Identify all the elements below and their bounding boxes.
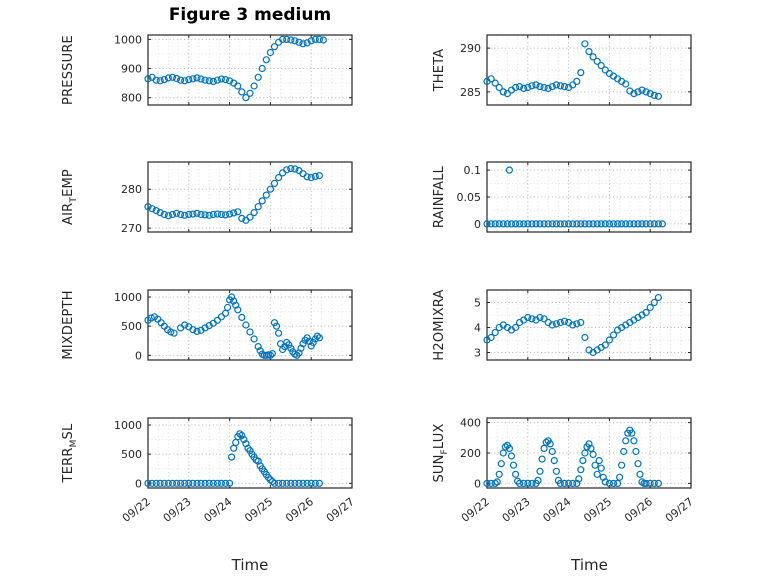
svg-text:0: 0 bbox=[135, 477, 142, 490]
svg-text:4: 4 bbox=[474, 322, 481, 335]
svg-text:09/22: 09/22 bbox=[120, 495, 153, 525]
svg-text:09/27: 09/27 bbox=[324, 495, 357, 525]
svg-text:280: 280 bbox=[121, 183, 142, 196]
svg-text:285: 285 bbox=[460, 86, 481, 99]
svg-text:200: 200 bbox=[460, 447, 481, 460]
xlabel-time-right: Time bbox=[571, 556, 608, 574]
svg-text:3: 3 bbox=[474, 347, 481, 360]
svg-text:09/26: 09/26 bbox=[283, 495, 316, 525]
svg-text:400: 400 bbox=[460, 417, 481, 430]
svg-text:09/24: 09/24 bbox=[201, 495, 234, 525]
svg-text:290: 290 bbox=[460, 42, 481, 55]
svg-text:800: 800 bbox=[121, 92, 142, 105]
svg-text:500: 500 bbox=[121, 320, 142, 333]
ylabel-terr-msl: TERRMSL bbox=[61, 423, 79, 483]
svg-text:09/24: 09/24 bbox=[540, 495, 573, 525]
ylabel-air-temp: AIRTEMP bbox=[61, 169, 79, 225]
svg-text:1000: 1000 bbox=[114, 291, 142, 304]
plot-rainfall: 0 0.05 0.1 bbox=[457, 161, 692, 233]
plot-air-temp: 270 280 bbox=[121, 161, 353, 235]
svg-text:270: 270 bbox=[121, 222, 142, 235]
svg-text:0.1: 0.1 bbox=[464, 164, 482, 177]
svg-text:0: 0 bbox=[474, 218, 481, 231]
svg-text:0.05: 0.05 bbox=[457, 191, 482, 204]
plot-terr-msl: 0 500 1000 09/22 09/23 09/24 09/25 09/26 09/27 bbox=[114, 417, 357, 525]
svg-text:09/23: 09/23 bbox=[161, 495, 194, 525]
xlabel-time-left: Time bbox=[231, 556, 269, 574]
svg-text:09/25: 09/25 bbox=[242, 495, 275, 525]
svg-text:1000: 1000 bbox=[114, 419, 142, 432]
svg-text:09/23: 09/23 bbox=[500, 495, 533, 525]
plot-pressure: 800 900 1000 bbox=[114, 33, 353, 106]
svg-text:900: 900 bbox=[121, 63, 142, 76]
plot-h2omixra: 3 4 5 bbox=[474, 289, 692, 361]
plot-mixdepth: 0 500 1000 bbox=[114, 289, 353, 362]
svg-text:500: 500 bbox=[121, 448, 142, 461]
svg-text:09/27: 09/27 bbox=[663, 495, 696, 525]
figure-title: Figure 3 medium bbox=[168, 5, 332, 25]
ylabel-pressure: PRESSURE bbox=[61, 35, 77, 105]
svg-text:0: 0 bbox=[474, 477, 481, 490]
ylabel-mixdepth: MIXDEPTH bbox=[61, 290, 77, 360]
svg-text:1000: 1000 bbox=[114, 33, 142, 46]
svg-text:5: 5 bbox=[474, 297, 481, 310]
svg-text:09/26: 09/26 bbox=[622, 495, 655, 525]
svg-text:0: 0 bbox=[135, 349, 142, 362]
svg-text:09/25: 09/25 bbox=[581, 495, 614, 525]
svg-text:09/22: 09/22 bbox=[459, 495, 492, 525]
plot-theta: 285 290 bbox=[460, 34, 692, 106]
plot-sun-flux: 0 200 400 09/22 09/23 09/24 09/25 09/26 09/27 bbox=[459, 417, 696, 525]
